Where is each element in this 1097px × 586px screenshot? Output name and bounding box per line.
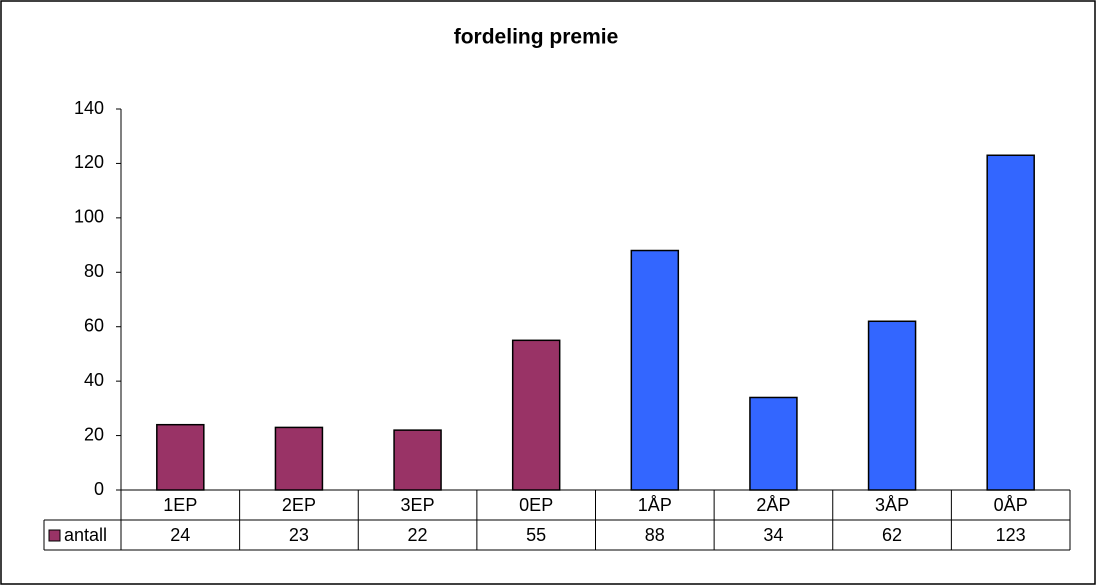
x-tick-label: 0EP (519, 495, 553, 515)
y-tick-label: 0 (94, 479, 104, 499)
table-value: 24 (170, 525, 190, 545)
y-tick-label: 120 (74, 152, 104, 172)
x-tick-label: 1EP (163, 495, 197, 515)
x-tick-label: 2ÅP (756, 495, 790, 515)
legend-key (48, 529, 61, 542)
y-tick-label: 60 (84, 315, 104, 335)
y-tick-label: 140 (74, 98, 104, 118)
y-tick-label: 40 (84, 370, 104, 390)
bar (986, 154, 1035, 491)
legend-label: antall (64, 525, 107, 545)
x-tick-label: 2EP (282, 495, 316, 515)
table-value: 34 (763, 525, 783, 545)
x-tick-label: 3ÅP (875, 495, 909, 515)
table-value: 62 (882, 525, 902, 545)
table-value: 22 (408, 525, 428, 545)
x-tick-label: 3EP (401, 495, 435, 515)
bar (630, 249, 680, 491)
table-value: 23 (289, 525, 309, 545)
chart-title: fordeling premie (454, 26, 619, 49)
bar (511, 339, 561, 491)
y-tick-label: 80 (84, 261, 104, 281)
table-value: 88 (645, 525, 665, 545)
bar (867, 320, 917, 491)
bar (156, 423, 205, 491)
table-value: 55 (526, 525, 546, 545)
bar (393, 429, 442, 491)
x-tick-label: 1ÅP (638, 495, 672, 515)
table-value: 123 (996, 525, 1026, 545)
y-tick-label: 100 (74, 207, 104, 227)
x-tick-label: 0ÅP (994, 495, 1028, 515)
bar (274, 426, 324, 491)
bar (749, 396, 798, 491)
y-tick-label: 20 (84, 424, 104, 444)
